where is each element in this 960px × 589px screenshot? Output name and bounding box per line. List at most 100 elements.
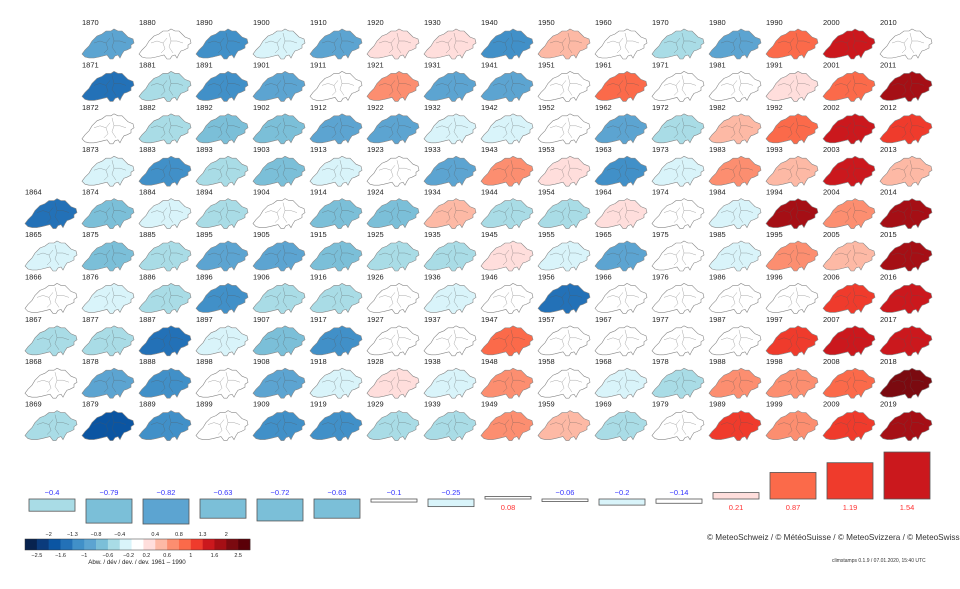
year-label: 2016 bbox=[880, 272, 897, 281]
colorbar-tick-label: −0.8 bbox=[91, 532, 102, 538]
switzerland-map-1997 bbox=[765, 325, 819, 357]
year-label: 1907 bbox=[253, 315, 270, 324]
canton-borders bbox=[891, 414, 925, 435]
switzerland-map-1867 bbox=[24, 325, 78, 357]
canton-borders bbox=[435, 244, 469, 266]
colorbar-swatch bbox=[107, 539, 121, 550]
year-label: 1989 bbox=[709, 400, 726, 409]
map-fill bbox=[423, 71, 477, 102]
canton-borders bbox=[834, 75, 868, 96]
canton-borders bbox=[834, 202, 868, 223]
year-label: 1909 bbox=[253, 400, 270, 409]
switzerland-map-1965 bbox=[594, 240, 648, 272]
year-label: 1986 bbox=[709, 272, 726, 281]
switzerland-map-1875 bbox=[81, 240, 135, 272]
switzerland-map-1996 bbox=[765, 283, 819, 314]
switzerland-map-1873 bbox=[81, 155, 135, 187]
year-label: 1938 bbox=[424, 357, 441, 366]
year-label: 1882 bbox=[139, 103, 156, 112]
map-fill bbox=[651, 28, 705, 60]
year-label: 1870 bbox=[82, 18, 99, 27]
map-fill bbox=[252, 155, 306, 187]
canton-borders bbox=[150, 244, 184, 266]
year-label: 1999 bbox=[766, 400, 783, 409]
canton-borders bbox=[435, 117, 469, 138]
canton-borders bbox=[720, 117, 754, 138]
map-fill bbox=[480, 113, 534, 145]
year-label: 1956 bbox=[538, 272, 555, 281]
year-label: 2014 bbox=[880, 188, 897, 197]
year-label: 2008 bbox=[823, 357, 840, 366]
year-label: 1962 bbox=[595, 103, 612, 112]
switzerland-map-1920 bbox=[366, 28, 420, 60]
year-label: 1982 bbox=[709, 103, 726, 112]
switzerland-map-1952 bbox=[537, 113, 591, 145]
year-label: 1974 bbox=[652, 188, 669, 197]
switzerland-map-1958 bbox=[537, 367, 591, 399]
year-label: 1927 bbox=[367, 315, 384, 324]
switzerland-map-1984 bbox=[708, 198, 762, 229]
map-fill bbox=[651, 113, 705, 145]
switzerland-map-1907 bbox=[252, 325, 306, 357]
canton-borders bbox=[207, 32, 241, 54]
colorbar-swatch bbox=[214, 539, 227, 550]
map-fill bbox=[594, 71, 648, 102]
year-label: 1871 bbox=[82, 60, 99, 69]
switzerland-map-1966 bbox=[594, 283, 648, 314]
map-fill bbox=[480, 325, 534, 357]
map-fill bbox=[822, 198, 876, 229]
canton-borders bbox=[492, 75, 526, 96]
year-label: 1888 bbox=[139, 357, 156, 366]
switzerland-map-1991 bbox=[765, 71, 819, 102]
year-label: 1877 bbox=[82, 315, 99, 324]
switzerland-map-1956 bbox=[537, 283, 591, 314]
decade-bar bbox=[199, 498, 247, 519]
decade-value-label: −0.2 bbox=[615, 488, 630, 497]
switzerland-map-1939 bbox=[423, 410, 477, 441]
switzerland-map-1871 bbox=[81, 71, 135, 102]
switzerland-map-1978 bbox=[651, 367, 705, 399]
year-label: 2010 bbox=[880, 18, 897, 27]
switzerland-map-1968 bbox=[594, 367, 648, 399]
colorbar-swatch bbox=[25, 539, 38, 550]
year-label: 1972 bbox=[652, 103, 669, 112]
map-fill bbox=[594, 155, 648, 187]
map-fill bbox=[309, 283, 363, 314]
switzerland-map-1934 bbox=[423, 198, 477, 229]
year-label: 1923 bbox=[367, 145, 384, 154]
canton-borders bbox=[378, 117, 412, 138]
switzerland-map-1926 bbox=[366, 283, 420, 314]
switzerland-map-1914 bbox=[309, 198, 363, 229]
year-label: 1985 bbox=[709, 230, 726, 239]
switzerland-map-1877 bbox=[81, 325, 135, 357]
colorbar-tick-label: −0.2 bbox=[123, 553, 134, 559]
year-label: 2004 bbox=[823, 188, 840, 197]
map-fill bbox=[138, 325, 192, 357]
canton-borders bbox=[321, 372, 355, 393]
year-label: 1953 bbox=[538, 145, 555, 154]
decade-bar bbox=[370, 498, 418, 503]
switzerland-map-1944 bbox=[480, 198, 534, 229]
map-fill bbox=[81, 325, 135, 357]
canton-borders bbox=[549, 372, 583, 393]
canton-borders bbox=[720, 75, 754, 96]
switzerland-map-1916 bbox=[309, 283, 363, 314]
switzerland-map-1955 bbox=[537, 240, 591, 272]
map-fill bbox=[480, 367, 534, 399]
map-fill bbox=[480, 155, 534, 187]
map-fill bbox=[309, 71, 363, 102]
colorbar-tick-label: −0.6 bbox=[102, 553, 113, 559]
map-fill bbox=[537, 240, 591, 272]
colorbar-tick-label: 1.6 bbox=[211, 553, 219, 559]
year-label: 1950 bbox=[538, 18, 555, 27]
switzerland-map-1879 bbox=[81, 410, 135, 441]
colorbar-tick-label: 0.6 bbox=[163, 553, 171, 559]
map-fill bbox=[138, 410, 192, 441]
year-label: 1874 bbox=[82, 188, 99, 197]
canton-borders bbox=[36, 244, 70, 266]
map-fill bbox=[822, 113, 876, 145]
colorbar-tick-label: −1.6 bbox=[55, 553, 66, 559]
switzerland-map-1998 bbox=[765, 367, 819, 399]
canton-borders bbox=[378, 414, 412, 435]
map-fill bbox=[366, 155, 420, 187]
